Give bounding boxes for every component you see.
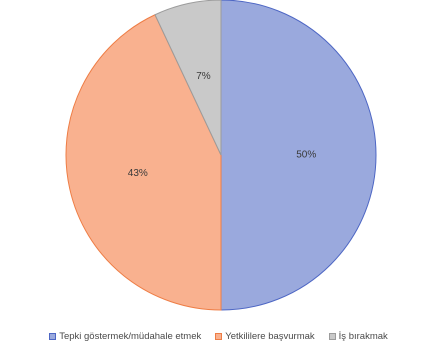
- pie-slice-is-birakmak: [154, 0, 222, 156]
- pie-slice-yetkililere: [65, 14, 222, 311]
- legend-label-yetkililere: Yetkililere başvurmak: [225, 330, 315, 342]
- legend-label-tepki: Tepki göstermek/müdahale etmek: [59, 330, 202, 342]
- slice-label-is-birakmak: 7%: [196, 71, 211, 82]
- legend-swatch-is-birakmak: [328, 332, 336, 340]
- legend-swatch-yetkililere: [215, 332, 223, 340]
- slice-label-yetkililere: 43%: [128, 168, 148, 179]
- legend-swatch-tepki: [49, 332, 57, 340]
- legend-entry-yetkililere: Yetkililere başvurmak: [215, 330, 315, 342]
- slice-label-tepki: 50%: [296, 150, 316, 161]
- legend-label-is-birakmak: İş bırakmak: [338, 330, 388, 342]
- legend: Tepki göstermek/müdahale etmek Yetkilile…: [0, 328, 437, 344]
- legend-entry-tepki: Tepki göstermek/müdahale etmek: [49, 331, 201, 342]
- pie-slice-tepki: [220, 0, 377, 311]
- legend-entry-is-birakmak: İş bırakmak: [328, 330, 388, 342]
